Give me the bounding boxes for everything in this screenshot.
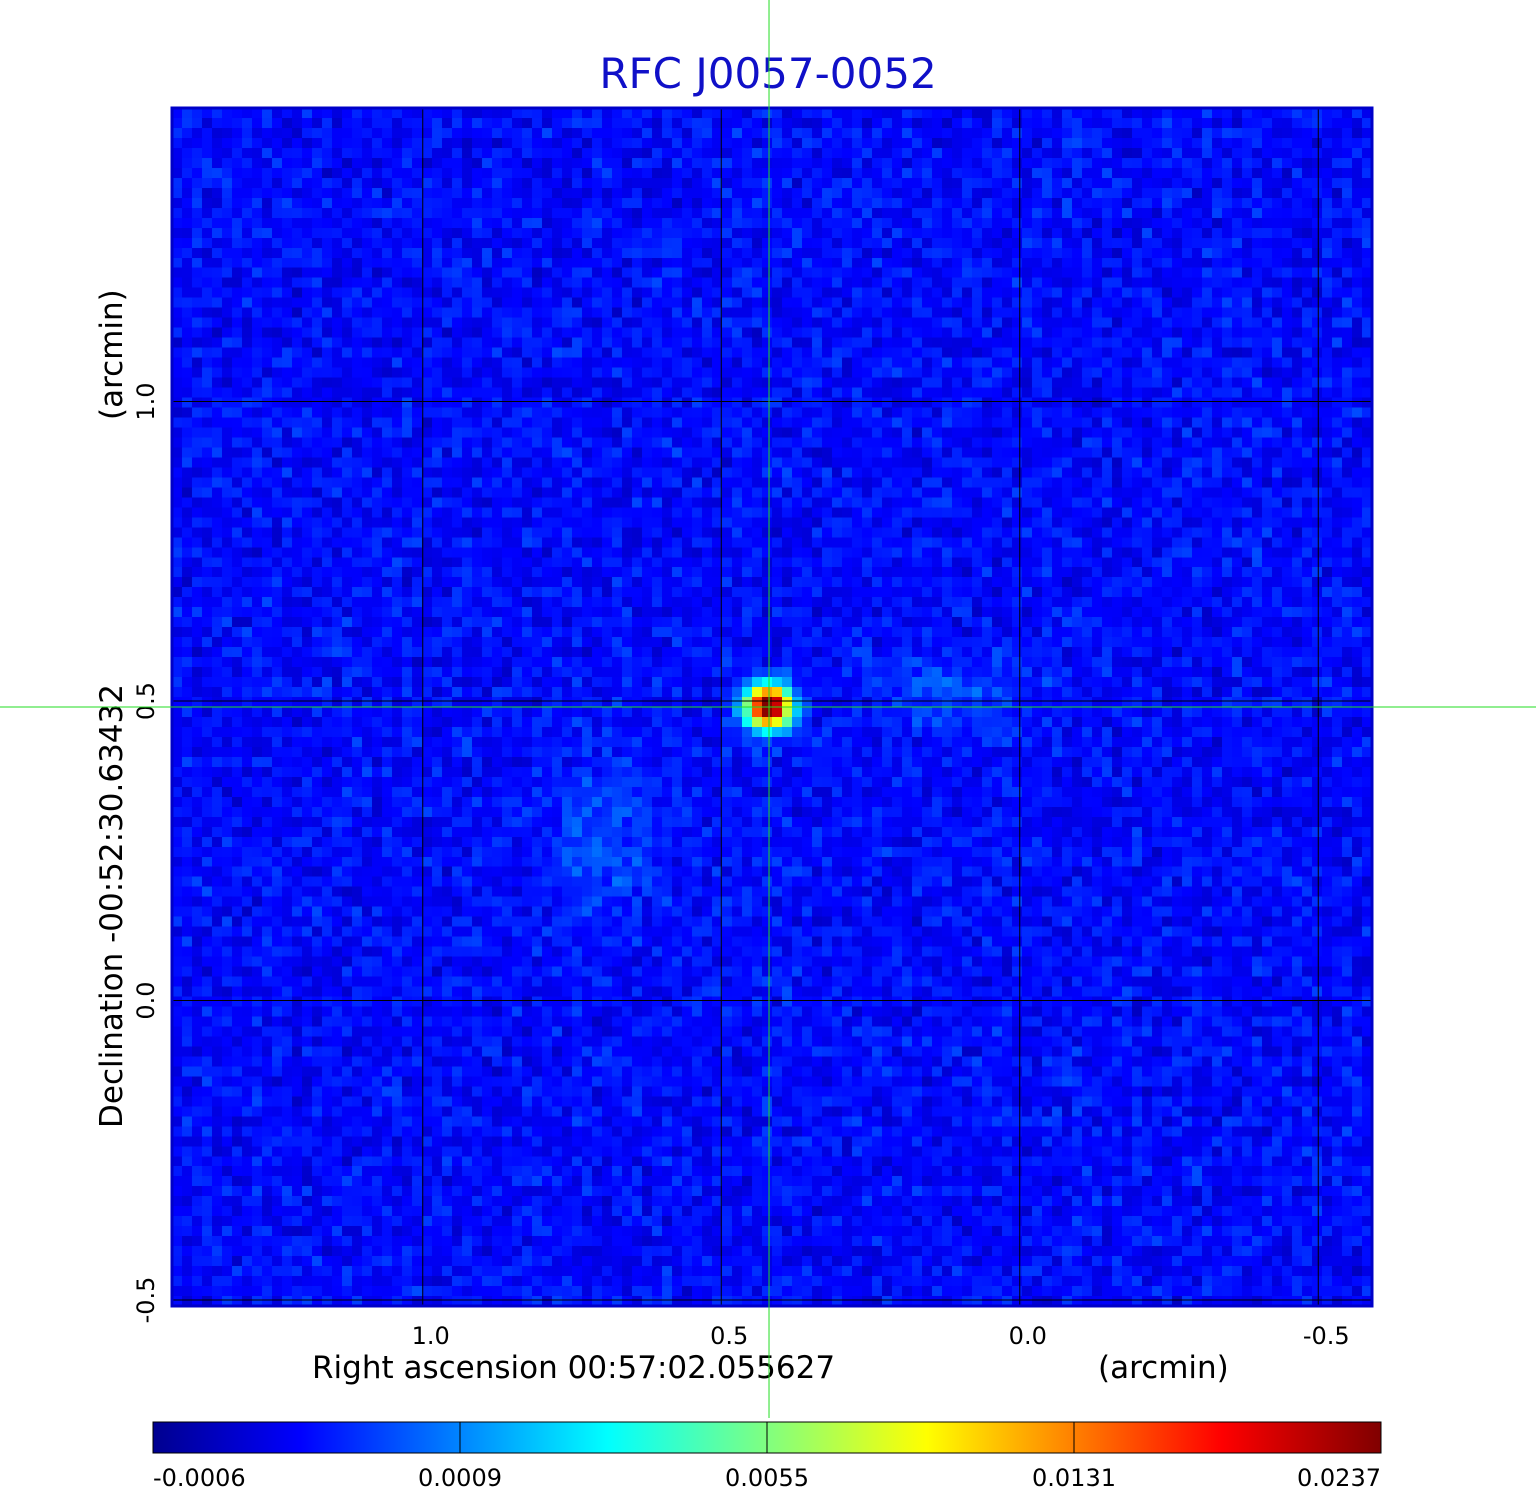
x-tick-label: 1.0: [412, 1322, 450, 1350]
colorbar-tick-label: 0.0237: [1297, 1464, 1381, 1492]
x-tick-label: 0.5: [710, 1322, 748, 1350]
y-tick-label: 0.5: [132, 682, 160, 720]
y-tick-label: 1.0: [132, 382, 160, 420]
colorbar-ticks: -0.0006 0.0009 0.0055 0.0131 0.0237: [152, 1422, 1382, 1492]
x-axis-unit: (arcmin): [1098, 1350, 1229, 1386]
crosshair: [0, 0, 1536, 1418]
colorbar-tick-label: 0.0055: [725, 1464, 809, 1492]
chart-title: RFC J0057-0052: [599, 49, 937, 98]
x-tick-label: 0.0: [1009, 1322, 1047, 1350]
colorbar-tick-label: -0.0006: [153, 1464, 246, 1492]
colorbar-tick-label: 0.0131: [1032, 1464, 1116, 1492]
y-tick-label: 0.0: [132, 981, 160, 1019]
x-axis-label: Right ascension 00:57:02.055627: [312, 1350, 835, 1386]
y-axis-label: Declination -00:52:30.63432: [94, 684, 130, 1128]
y-tick-label: -0.5: [132, 1277, 160, 1324]
y-axis-unit: (arcmin): [94, 289, 130, 420]
x-tick-label: -0.5: [1303, 1322, 1350, 1350]
colorbar-tick-label: 0.0009: [418, 1464, 502, 1492]
y-axis-ticks: 1.0 0.5 0.0 -0.5: [132, 382, 160, 1323]
x-axis-ticks: 1.0 0.5 0.0 -0.5: [412, 1322, 1350, 1350]
